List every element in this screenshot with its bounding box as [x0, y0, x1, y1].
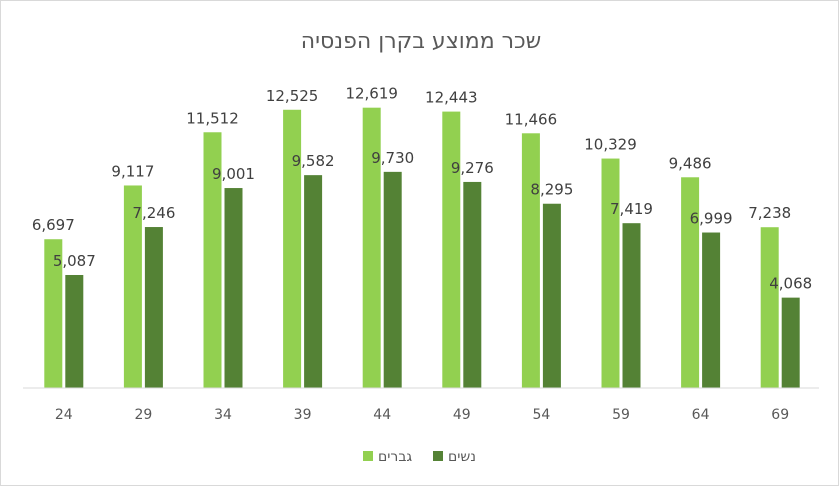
data-label-women-54: 8,295: [530, 181, 573, 199]
data-label-women-44: 9,730: [371, 149, 414, 167]
x-tick-label: 39: [294, 407, 312, 423]
bar-women-69: [781, 297, 800, 388]
data-label-men-34: 11,512: [186, 109, 239, 127]
legend-label-women: נשים: [448, 449, 476, 465]
bar-women-44: [383, 171, 402, 388]
x-tick-label: 44: [373, 407, 391, 423]
data-label-women-69: 4,068: [769, 275, 812, 293]
bar-women-39: [304, 175, 323, 388]
chart-title: שכר ממוצע בקרן הפנסיה: [301, 29, 542, 54]
legend-label-men: גברים: [378, 449, 412, 465]
bar-women-54: [542, 203, 561, 388]
x-tick-label: 34: [214, 407, 232, 423]
bar-men-69: [760, 227, 779, 388]
bar-women-34: [224, 188, 243, 388]
data-label-men-44: 12,619: [345, 85, 398, 103]
data-label-men-49: 12,443: [425, 89, 478, 107]
bar-men-29: [123, 185, 142, 388]
data-label-men-24: 6,697: [32, 216, 75, 234]
bar-men-24: [44, 239, 63, 388]
data-label-women-29: 7,246: [132, 204, 175, 222]
legend-swatch-men: [363, 451, 373, 461]
bar-men-49: [442, 111, 461, 388]
data-label-women-24: 5,087: [53, 252, 96, 270]
data-label-women-39: 9,582: [292, 152, 335, 170]
x-tick-labels: 24 29 34 39 44 49 54 59 64 69: [55, 407, 789, 423]
data-label-women-64: 6,999: [690, 210, 733, 228]
x-tick-label: 64: [692, 407, 710, 423]
data-label-men-69: 7,238: [748, 204, 791, 222]
x-tick-label: 49: [453, 407, 471, 423]
bar-men-64: [681, 177, 700, 388]
data-label-men-29: 9,117: [111, 162, 154, 180]
data-label-women-49: 9,276: [451, 159, 494, 177]
bar-men-59: [601, 158, 620, 388]
bar-men-44: [362, 107, 381, 389]
x-tick-label: 54: [532, 407, 550, 423]
data-label-men-59: 10,329: [584, 136, 637, 154]
x-tick-label: 29: [134, 407, 152, 423]
data-label-women-59: 7,419: [610, 200, 653, 218]
bar-women-29: [144, 227, 163, 388]
bar-men-39: [283, 109, 302, 388]
bar-men-34: [203, 132, 222, 388]
data-label-men-39: 12,525: [266, 87, 319, 105]
legend: גברים נשים: [363, 449, 476, 465]
data-label-men-64: 9,486: [669, 154, 712, 172]
bar-women-24: [65, 274, 84, 388]
x-tick-label: 59: [612, 407, 630, 423]
data-label-women-34: 9,001: [212, 165, 255, 183]
bar-women-49: [463, 181, 482, 388]
bars-group: 6,697 5,087 9,117 7,246 11,512 9,001 12,525 9,5…: [32, 85, 812, 389]
x-tick-label: 69: [771, 407, 789, 423]
data-label-men-54: 11,466: [505, 110, 558, 128]
bar-men-54: [521, 133, 540, 388]
legend-swatch-women: [433, 451, 443, 461]
bar-women-64: [702, 232, 721, 388]
bar-women-59: [622, 223, 641, 388]
x-tick-label: 24: [55, 407, 73, 423]
